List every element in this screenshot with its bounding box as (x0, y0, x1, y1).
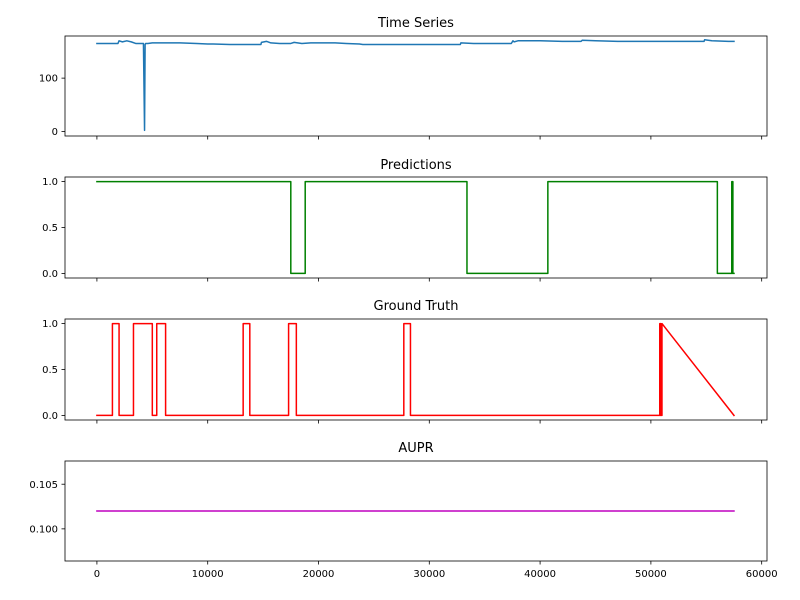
ground-truth-ytick-label: 1.0 (42, 319, 58, 330)
aupr-ytick-label: 0.105 (29, 480, 58, 491)
time-series-ytick-label: 0 (52, 127, 58, 138)
subplot-aupr: AUPR 0.100 0.105 0 10000 20000 30000 40000 5000… (29, 441, 777, 580)
aupr-xtick-label: 40000 (524, 569, 556, 580)
aupr-axes-frame (64, 460, 768, 562)
predictions-ytick-label: 1.0 (42, 177, 58, 188)
predictions-ytick-label: 0.0 (42, 269, 58, 280)
ground-truth-series-line-0 (96, 322, 736, 417)
aupr-xtick-label: 0 (94, 569, 100, 580)
subplot-predictions: Predictions 0.0 0.5 1.0 (42, 158, 768, 282)
predictions-series-line-0 (96, 180, 735, 275)
ground-truth-ytick-label: 0.5 (42, 365, 58, 376)
aupr-xtick-label: 10000 (192, 569, 224, 580)
time-series-series-line-0 (96, 38, 735, 132)
subplot-time-series: Time Series 0 100 (39, 16, 768, 140)
aupr-xtick-label: 60000 (746, 569, 778, 580)
time-series-ytick-label: 100 (39, 74, 58, 85)
predictions-ytick-label: 0.5 (42, 223, 58, 234)
time-series-axes-frame (64, 35, 768, 137)
aupr-xtick-label: 30000 (413, 569, 445, 580)
predictions-axes-frame (64, 176, 768, 279)
predictions-title: Predictions (380, 158, 452, 173)
ground-truth-ytick-label: 0.0 (42, 411, 58, 422)
aupr-xtick-label: 50000 (635, 569, 667, 580)
subplot-ground-truth: Ground Truth 0.0 0.5 1.0 (42, 299, 768, 424)
aupr-ytick-label: 0.100 (29, 524, 58, 535)
ground-truth-title: Ground Truth (374, 299, 459, 314)
aupr-title: AUPR (398, 441, 433, 456)
time-series-title: Time Series (377, 16, 454, 31)
ground-truth-axes-frame (64, 318, 768, 421)
aupr-xtick-label: 20000 (303, 569, 335, 580)
